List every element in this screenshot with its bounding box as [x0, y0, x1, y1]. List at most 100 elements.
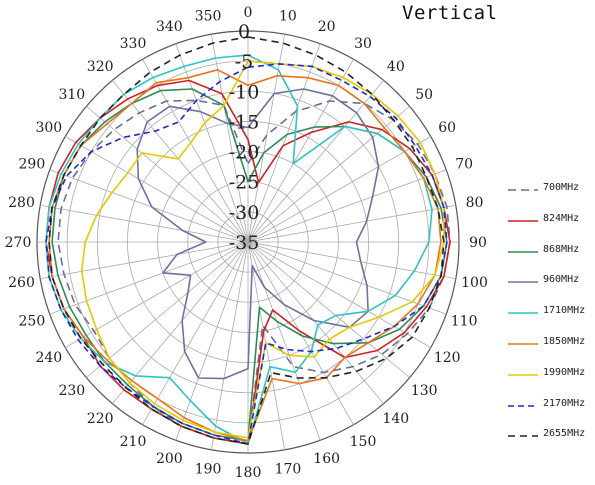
grid-spoke	[247, 169, 447, 243]
grid-spoke	[175, 241, 249, 441]
legend-swatch	[508, 250, 538, 253]
radial-tick-label: 0	[238, 21, 250, 43]
angle-tick-label: 280	[8, 195, 35, 211]
legend-label: 1710MHz	[543, 305, 586, 317]
grid-spoke	[247, 241, 431, 348]
series-line	[136, 88, 380, 380]
radial-tick-label: -35	[229, 232, 260, 254]
angle-tick-label: 40	[387, 59, 405, 75]
legend-item: 1710MHz	[506, 305, 594, 337]
angle-tick-label: 240	[35, 350, 62, 366]
series-line	[48, 36, 445, 445]
radial-tick-label: -25	[229, 172, 260, 194]
radial-tick-label: -30	[229, 202, 260, 224]
legend-label: 2170MHz	[543, 397, 586, 409]
angle-tick-label: 140	[382, 411, 409, 427]
angle-tick-label: 190	[195, 462, 222, 478]
grid-spoke	[65, 136, 249, 243]
angle-tick-label: 120	[434, 350, 461, 366]
grid-spoke	[247, 241, 410, 378]
angle-tick-label: 350	[195, 8, 222, 24]
grid-spoke	[247, 241, 447, 315]
legend-item: 700MHz	[506, 182, 594, 214]
angle-tick-label: 110	[451, 314, 478, 330]
angle-tick-label: 270	[5, 235, 32, 251]
legend-swatch	[508, 404, 538, 407]
legend: 700MHz 824MHz 868MHz 960MHz 1710MHz 1850MHz 19…	[506, 182, 594, 460]
grid-spoke	[142, 241, 249, 425]
legend-swatch	[508, 435, 538, 438]
angle-tick-label: 50	[415, 87, 433, 103]
grid-spoke	[247, 241, 456, 280]
angle-tick-label: 80	[466, 195, 484, 211]
grid-spoke	[65, 241, 249, 348]
legend-label: 700MHz	[543, 182, 580, 193]
angle-tick-label: 160	[313, 451, 340, 467]
series-layer	[45, 36, 451, 445]
angle-tick-label: 210	[120, 434, 147, 450]
grid-spoke	[247, 43, 321, 243]
grid-spoke	[247, 106, 410, 243]
grid-spoke	[210, 241, 249, 450]
legend-label: 2655MHz	[543, 428, 586, 440]
angle-tick-label: 0	[244, 5, 253, 21]
legend-item: 868MHz	[506, 243, 594, 276]
angle-tick-label: 130	[411, 383, 438, 399]
legend-item: 1990MHz	[506, 366, 594, 399]
legend-swatch	[508, 189, 538, 191]
legend-label: 868MHz	[543, 243, 580, 255]
grid-spoke	[247, 241, 321, 441]
grid-spoke	[175, 43, 249, 243]
angle-tick-label: 20	[318, 19, 336, 35]
legend-item: 960MHz	[506, 274, 594, 306]
grid-spoke	[112, 80, 249, 243]
legend-label: 824MHz	[543, 212, 580, 224]
angle-tick-label: 30	[354, 36, 372, 52]
angle-tick-label: 320	[87, 59, 114, 75]
angle-tick-label: 60	[438, 120, 456, 136]
grid-spoke	[49, 241, 249, 315]
grid-spoke	[247, 241, 384, 404]
series-line	[81, 60, 445, 439]
angle-tick-label: 290	[19, 156, 46, 172]
legend-item: 1850MHz	[506, 335, 594, 368]
legend-swatch	[508, 219, 538, 222]
grid-spoke	[247, 204, 456, 243]
chart-title: Vertical	[402, 2, 498, 24]
legend-item: 2170MHz	[506, 397, 594, 430]
legend-swatch	[508, 373, 538, 376]
legend-label: 960MHz	[543, 274, 580, 286]
angle-tick-label: 330	[120, 36, 147, 52]
angle-tick-label: 180	[235, 465, 262, 481]
angle-tick-label: 250	[19, 314, 46, 330]
grid-spoke	[247, 241, 286, 450]
angle-tick-label: 170	[275, 462, 302, 478]
angle-tick-label: 220	[87, 411, 114, 427]
legend-label: 1990MHz	[543, 366, 586, 378]
angle-tick-label: 260	[8, 275, 35, 291]
grid-spoke	[40, 241, 249, 280]
grid-spoke	[247, 136, 431, 243]
radial-tick-label: -5	[235, 51, 254, 73]
angle-tick-label: 10	[279, 8, 297, 24]
grid-spoke	[247, 241, 354, 425]
grid-spoke	[210, 34, 249, 243]
grid-spoke	[49, 169, 249, 243]
radial-tick-label: -15	[229, 111, 260, 133]
legend-label: 1850MHz	[543, 335, 586, 347]
grid-spoke	[247, 34, 286, 243]
radial-tick-label: -10	[229, 81, 260, 103]
grid-spoke	[247, 59, 354, 243]
angle-tick-label: 90	[469, 235, 487, 251]
angle-tick-label: 150	[350, 434, 377, 450]
grid-spoke	[247, 80, 384, 243]
angle-tick-label: 300	[35, 120, 62, 136]
angle-tick-label: 230	[58, 383, 85, 399]
legend-item: 2655MHz	[506, 428, 594, 460]
polar-grid	[36, 30, 460, 454]
grid-spoke	[86, 241, 249, 378]
grid-spoke	[86, 106, 249, 243]
angle-tick-label: 70	[455, 156, 473, 172]
